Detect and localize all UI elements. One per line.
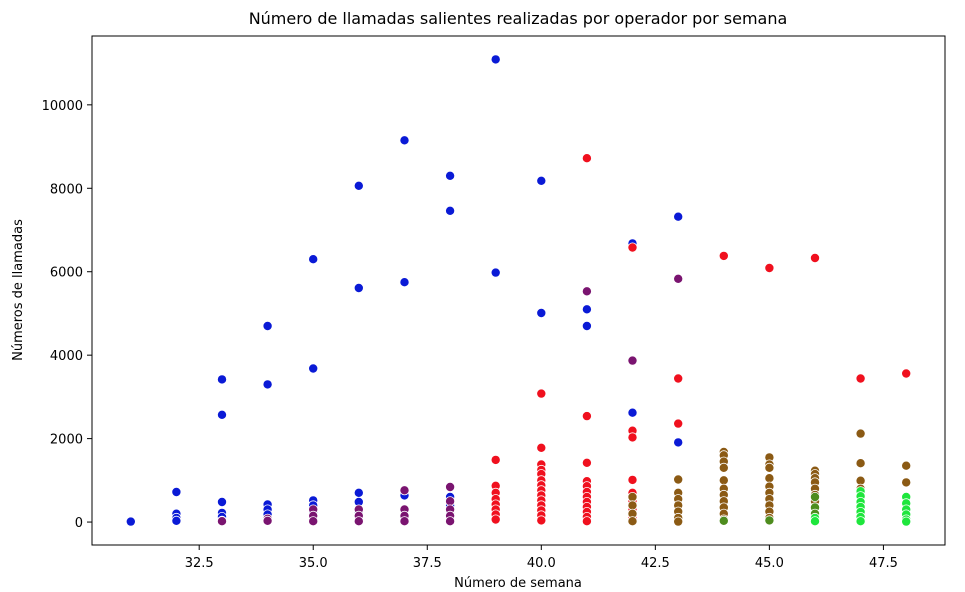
data-point xyxy=(536,307,547,318)
data-point xyxy=(125,516,136,527)
data-point xyxy=(490,454,501,465)
data-point xyxy=(764,515,775,526)
data-point xyxy=(536,442,547,453)
data-point xyxy=(445,170,456,181)
data-point xyxy=(627,500,638,511)
plot-area-frame xyxy=(91,35,946,546)
data-point xyxy=(353,487,364,498)
data-point xyxy=(399,277,410,288)
data-point xyxy=(490,514,501,525)
data-point xyxy=(810,252,821,263)
data-point xyxy=(627,407,638,418)
data-point xyxy=(855,458,866,469)
data-point xyxy=(718,462,729,473)
data-point xyxy=(399,485,410,496)
data-point xyxy=(536,175,547,186)
data-point xyxy=(627,491,638,502)
data-point xyxy=(673,437,684,448)
data-point xyxy=(308,363,319,374)
data-point xyxy=(855,428,866,439)
data-point xyxy=(764,462,775,473)
data-point xyxy=(581,153,592,164)
data-point xyxy=(581,516,592,527)
data-point xyxy=(308,516,319,527)
data-point xyxy=(399,516,410,527)
data-point xyxy=(764,262,775,273)
data-point xyxy=(673,418,684,429)
y-tick-label: 2000 xyxy=(50,433,83,448)
y-tick-label: 4000 xyxy=(50,349,83,364)
data-point xyxy=(445,516,456,527)
data-point xyxy=(353,180,364,191)
data-point xyxy=(216,516,227,527)
data-point xyxy=(810,516,821,527)
data-point xyxy=(627,516,638,527)
x-axis-ticks: 32.5 35.0 37.5 40.0 42.5 45.0 47.5 xyxy=(185,545,898,571)
x-tick-label: 37.5 xyxy=(413,556,442,571)
data-point xyxy=(627,474,638,485)
y-axis-ticks: 0 2000 4000 6000 8000 10000 xyxy=(42,99,92,531)
data-point xyxy=(262,320,273,331)
plot-points xyxy=(125,54,912,527)
data-point xyxy=(581,320,592,331)
x-tick-label: 32.5 xyxy=(185,556,214,571)
data-point xyxy=(673,211,684,222)
data-point xyxy=(171,486,182,497)
x-tick-label: 45.0 xyxy=(755,556,784,571)
data-point xyxy=(718,515,729,526)
data-point xyxy=(308,254,319,265)
chart-title: Número de llamadas salientes realizadas … xyxy=(249,9,788,28)
data-point xyxy=(581,286,592,297)
data-point xyxy=(855,373,866,384)
data-point xyxy=(216,409,227,420)
data-point xyxy=(353,282,364,293)
data-point xyxy=(445,481,456,492)
y-tick-label: 10000 xyxy=(42,99,83,114)
data-point xyxy=(901,516,912,527)
data-point xyxy=(536,515,547,526)
data-point xyxy=(810,491,821,502)
data-point xyxy=(536,388,547,399)
data-point xyxy=(353,516,364,527)
data-point xyxy=(901,477,912,488)
y-tick-label: 8000 xyxy=(50,182,83,197)
data-point xyxy=(627,242,638,253)
x-tick-label: 40.0 xyxy=(527,556,556,571)
data-point xyxy=(399,135,410,146)
data-point xyxy=(673,474,684,485)
y-tick-label: 6000 xyxy=(50,266,83,281)
data-point xyxy=(718,475,729,486)
y-tick-label: 0 xyxy=(75,516,83,531)
data-point xyxy=(490,267,501,278)
data-point xyxy=(764,473,775,484)
data-point xyxy=(718,250,729,261)
data-point xyxy=(581,304,592,315)
data-point xyxy=(673,373,684,384)
data-point xyxy=(262,379,273,390)
x-tick-label: 35.0 xyxy=(299,556,328,571)
data-point xyxy=(216,374,227,385)
data-point xyxy=(855,516,866,527)
data-point xyxy=(627,432,638,443)
data-point xyxy=(445,205,456,216)
data-point xyxy=(627,355,638,366)
data-point xyxy=(262,515,273,526)
data-point xyxy=(581,457,592,468)
data-point xyxy=(581,411,592,422)
data-point xyxy=(171,515,182,526)
data-point xyxy=(901,460,912,471)
data-point xyxy=(673,273,684,284)
x-tick-label: 42.5 xyxy=(641,556,670,571)
y-axis-label: Números de llamadas xyxy=(11,219,26,361)
x-axis-label: Número de semana xyxy=(454,576,582,591)
data-point xyxy=(490,54,501,65)
data-point xyxy=(216,496,227,507)
data-point xyxy=(673,516,684,527)
x-tick-label: 47.5 xyxy=(869,556,898,571)
data-point xyxy=(445,496,456,507)
data-point xyxy=(901,368,912,379)
